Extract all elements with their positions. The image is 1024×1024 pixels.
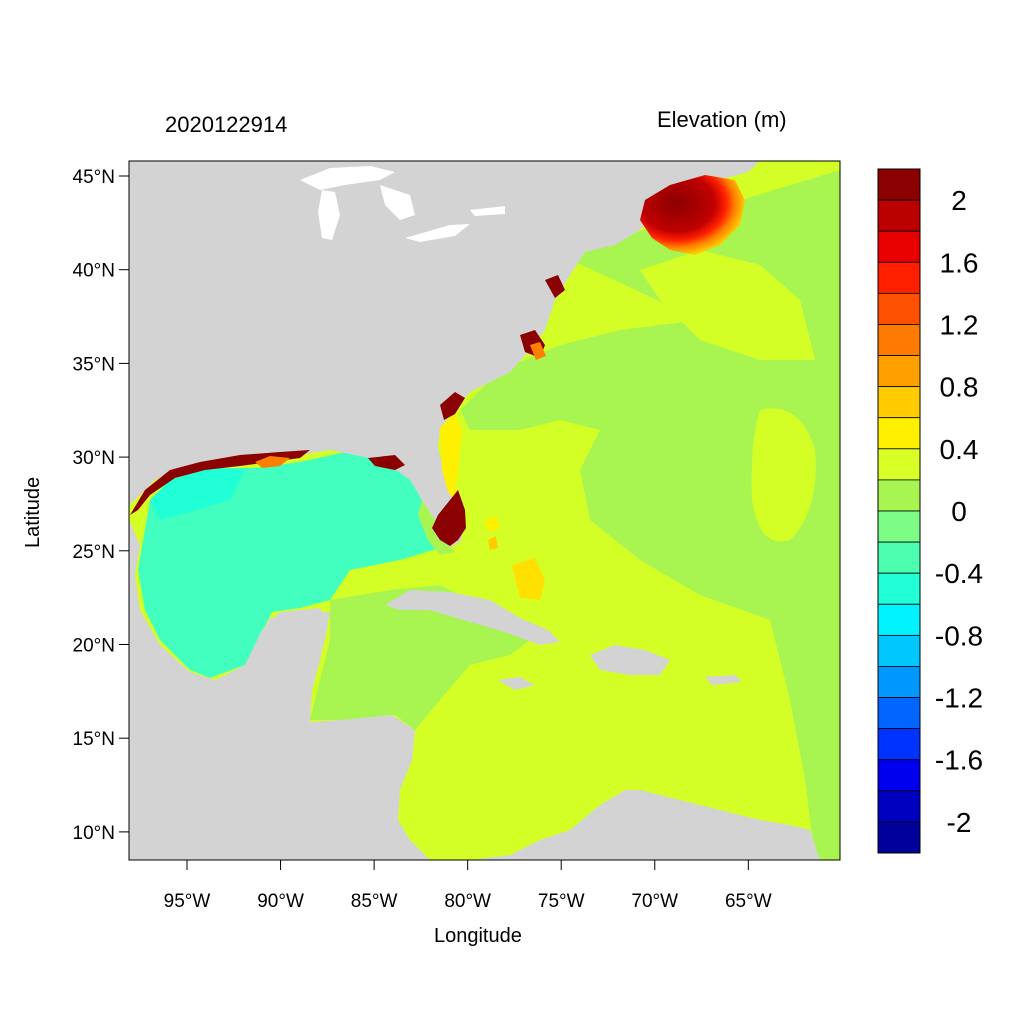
x-tick-label: 70°W [631, 891, 678, 912]
lake-erie [405, 224, 470, 242]
y-tick-label: 20°N [73, 635, 115, 656]
x-tick-label: 75°W [538, 891, 585, 912]
colorbar-label: -1.2 [935, 683, 983, 714]
gulf-of-mexico-region [138, 452, 440, 678]
x-tick-label: 80°W [444, 891, 491, 912]
land-hispaniola [590, 645, 670, 675]
colorbar-labels: 2 1.6 1.2 0.8 0.4 0 -0.4 -0.8 -1.2 -1.6 -2 [935, 185, 983, 838]
colorbar-swatch [877, 790, 921, 823]
lake-michigan [318, 190, 340, 240]
colorbar-swatch [877, 572, 921, 605]
y-tick-label: 25°N [73, 542, 115, 563]
y-tick-label: 10°N [73, 823, 115, 844]
gulf-coast-orange [255, 456, 290, 468]
colorbar-swatch [877, 634, 921, 667]
atlantic-yellow-oval [751, 408, 816, 542]
x-tick-label: 65°W [725, 891, 772, 912]
colorbar-label: -1.6 [935, 745, 983, 776]
colorbar-swatch [877, 355, 921, 388]
colorbar-swatch [877, 759, 921, 792]
x-tick-label: 95°W [164, 891, 211, 912]
colorbar-swatch [877, 479, 921, 512]
colorbar-swatch [877, 728, 921, 761]
colorbar-swatch [877, 448, 921, 481]
map-plot-area [129, 161, 840, 860]
gulf-darker-band [150, 468, 245, 520]
colorbar-label: -0.4 [935, 558, 983, 589]
land-yucatan [258, 612, 330, 660]
gulf-coast-surge-band [130, 450, 310, 515]
land-puerto-rico [705, 675, 742, 685]
colorbar-swatch [877, 510, 921, 543]
plot-frame [128, 160, 841, 861]
colorbar-swatch [877, 603, 921, 636]
colorbar-swatch [877, 261, 921, 294]
colorbar-swatch [877, 386, 921, 419]
colorbar-label: -2 [947, 807, 972, 838]
colorbar-label: 2 [951, 185, 967, 216]
x-tick-label: 90°W [257, 891, 304, 912]
y-tick-label: 40°N [73, 261, 115, 282]
georgia-surge [440, 392, 465, 420]
land-cuba [385, 590, 560, 645]
y-tick-label: 45°N [73, 167, 115, 188]
colorbar-swatch [877, 199, 921, 232]
y-tick-label: 35°N [73, 354, 115, 375]
colorbar-label: 1.2 [940, 309, 979, 340]
colorbar-label: 0.4 [940, 434, 979, 465]
southeast-coastal-yellow [440, 414, 462, 500]
midatlantic-surge [545, 275, 565, 298]
colorbar-swatch [877, 666, 921, 698]
colorbar-swatch [877, 697, 921, 730]
northeast-surge [640, 175, 745, 255]
atlantic-yellow-lobe [640, 250, 815, 360]
land-north-america [129, 161, 760, 548]
bahamas-shallows-2 [484, 516, 500, 532]
colorbar-frame [877, 168, 921, 854]
variable-title: Elevation (m) [657, 107, 787, 132]
colorbar-swatch [877, 417, 921, 450]
x-axis-label: Longitude [434, 925, 522, 947]
land-south-america [470, 790, 820, 860]
y-tick-label: 15°N [73, 729, 115, 750]
colorbar-swatch [877, 168, 921, 201]
map-date-title: 2020122914 [165, 112, 288, 137]
lake-huron [380, 185, 415, 220]
bahamas-shallows [512, 558, 545, 600]
carolina-orange [530, 342, 546, 360]
colorbar-label: 0 [951, 496, 967, 527]
x-tick-label: 85°W [351, 891, 398, 912]
colorbar-swatch [877, 821, 921, 854]
south-florida-surge [432, 490, 466, 546]
lake-superior [300, 166, 395, 190]
bigbend-surge [368, 455, 405, 470]
bahamas-shallows-3 [488, 536, 498, 550]
colorbar-swatch [877, 230, 921, 263]
colorbar-swatch [877, 541, 921, 574]
y-tick-label: 30°N [73, 448, 115, 469]
land-mexico-central-america [129, 520, 430, 860]
y-axis-ticks: 45°N 40°N 35°N 30°N 25°N 20°N 15°N 10°N [73, 167, 129, 844]
colorbar-swatch [877, 292, 921, 325]
colorbar-label: -0.8 [935, 620, 983, 651]
land-jamaica [498, 677, 535, 690]
colorbar [877, 168, 921, 854]
x-axis-ticks: 95°W 90°W 85°W 80°W 75°W 70°W 65°W [164, 860, 772, 912]
colorbar-swatch [877, 324, 921, 356]
colorbar-label: 0.8 [940, 372, 979, 403]
lake-ontario [470, 206, 505, 216]
colorbar-label: 1.6 [940, 247, 979, 278]
